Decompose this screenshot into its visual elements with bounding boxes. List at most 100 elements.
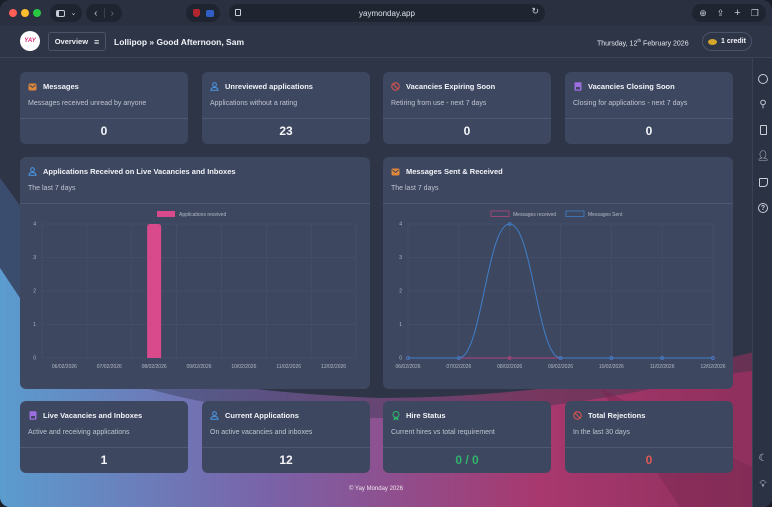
stat-card-current-applications[interactable]: Current Applications On active vacancies… bbox=[202, 401, 370, 473]
card-value: 12 bbox=[279, 453, 293, 467]
stat-card-vacancies-expiring-soon[interactable]: Vacancies Expiring Soon Retiring from us… bbox=[383, 72, 551, 144]
card-value: 0 bbox=[645, 453, 653, 467]
y-tick-label: 2 bbox=[33, 289, 36, 295]
x-tick-label: 10/02/2026 bbox=[599, 364, 624, 370]
card-value: 0 bbox=[645, 124, 653, 138]
address-bar[interactable]: yaymonday.app ↻ bbox=[229, 4, 545, 22]
y-tick-label: 4 bbox=[33, 222, 36, 228]
applications-bar-chart: 0 1 2 3 4 Applications received 06/02/2026 07/0… bbox=[33, 211, 357, 370]
x-tick-label: 08/02/2026 bbox=[142, 364, 167, 370]
y-tick-label: 4 bbox=[399, 222, 402, 228]
overview-label: Overview bbox=[54, 37, 89, 46]
stat-card-messages[interactable]: Messages Messages received unread by any… bbox=[20, 72, 188, 144]
card-title: Live Vacancies and Inboxes bbox=[43, 411, 143, 420]
card-subtitle: Closing for applications - next 7 days bbox=[573, 100, 688, 107]
data-point bbox=[609, 356, 614, 360]
card-subtitle: Retiring from use - next 7 days bbox=[391, 100, 487, 107]
vacancy-icon[interactable] bbox=[757, 124, 769, 136]
card-subtitle: On active vacancies and inboxes bbox=[210, 429, 313, 436]
account-icon[interactable] bbox=[757, 73, 769, 85]
legend-swatch bbox=[490, 210, 510, 217]
y-tick-label: 3 bbox=[33, 255, 36, 261]
chart-subtitle: The last 7 days bbox=[28, 185, 76, 192]
ban-icon bbox=[573, 411, 582, 420]
card-divider bbox=[202, 118, 370, 119]
card-subtitle: Current hires vs total requirement bbox=[391, 429, 495, 436]
card-title: Unreviewed applications bbox=[225, 82, 313, 91]
card-value: 1 bbox=[100, 453, 108, 467]
current-date: Thursday, 12th February 2026 bbox=[597, 38, 689, 48]
back-icon[interactable]: ‹ bbox=[94, 7, 98, 19]
data-point bbox=[507, 222, 512, 226]
app-header: YAY Overview ≡ Lollipop » Good Afternoon… bbox=[0, 26, 772, 58]
maximize-window-button[interactable] bbox=[33, 9, 41, 17]
lightbulb-icon[interactable]: 💡︎ bbox=[759, 478, 767, 490]
card-divider bbox=[565, 447, 733, 448]
tabs-overview-icon[interactable]: ❐ bbox=[750, 7, 759, 18]
x-tick-label: 09/02/2026 bbox=[186, 364, 211, 370]
stat-card-hire-status[interactable]: Hire Status Current hires vs total requi… bbox=[383, 401, 551, 473]
user-icon bbox=[28, 167, 37, 176]
data-point bbox=[558, 356, 563, 360]
overview-menu-button[interactable]: Overview ≡ bbox=[48, 32, 106, 51]
data-point bbox=[660, 356, 665, 360]
legend-swatch bbox=[565, 210, 585, 217]
card-value: 0 / 0 bbox=[455, 453, 479, 467]
messages-chart-card: Messages Sent & Received The last 7 days… bbox=[383, 157, 733, 389]
card-title: Total Rejections bbox=[588, 411, 646, 420]
help-icon[interactable]: ? bbox=[757, 202, 769, 214]
card-divider bbox=[383, 447, 551, 448]
card-subtitle: Messages received unread by anyone bbox=[28, 100, 147, 107]
reload-icon[interactable]: ↻ bbox=[531, 6, 539, 16]
badge-icon bbox=[28, 411, 37, 420]
candidate-icon[interactable]: 👤︎ bbox=[756, 150, 770, 162]
legend-label: Applications received bbox=[179, 212, 226, 218]
stat-card-total-rejections[interactable]: Total Rejections In the last 30 days 0 bbox=[565, 401, 733, 473]
y-tick-label: 0 bbox=[33, 356, 36, 362]
data-point bbox=[711, 356, 715, 360]
footer-copyright: © Yay Monday 2026 bbox=[349, 486, 403, 492]
card-divider bbox=[20, 118, 188, 119]
close-window-button[interactable] bbox=[9, 9, 17, 17]
stat-card-unreviewed-applications[interactable]: Unreviewed applications Applications wit… bbox=[202, 72, 370, 144]
translate-extension-icon[interactable] bbox=[205, 9, 214, 17]
badge-icon bbox=[573, 82, 582, 91]
credits-button[interactable]: 1 credit bbox=[702, 32, 752, 51]
x-tick-label: 07/02/2026 bbox=[97, 364, 122, 370]
sidebar-toggle-button[interactable]: ⌄ bbox=[50, 4, 82, 22]
minimize-window-button[interactable] bbox=[21, 9, 29, 17]
url-text: yaymonday.app bbox=[359, 8, 415, 18]
legend-label: Messages received bbox=[513, 212, 556, 218]
shield-extension-icon[interactable] bbox=[192, 9, 200, 17]
card-subtitle: Applications without a rating bbox=[210, 100, 298, 107]
stat-card-live-vacancies-and-inboxes[interactable]: Live Vacancies and Inboxes Active and re… bbox=[20, 401, 188, 473]
data-point bbox=[507, 356, 512, 360]
download-icon[interactable]: ⊕ bbox=[699, 7, 707, 18]
dark-mode-icon[interactable]: ☾ bbox=[758, 452, 768, 464]
chevron-down-icon: ⌄ bbox=[70, 10, 77, 17]
chart-title: Applications Received on Live Vacancies … bbox=[43, 167, 236, 176]
extensions bbox=[186, 4, 220, 22]
card-value: 0 bbox=[100, 124, 108, 138]
search-icon[interactable]: ⚲ bbox=[759, 98, 767, 110]
browser-actions: ⊕ ⇪ + ❐ bbox=[692, 4, 766, 22]
share-icon[interactable]: ⇪ bbox=[716, 7, 725, 18]
card-divider bbox=[565, 118, 733, 119]
logo[interactable]: YAY bbox=[20, 31, 40, 51]
ban-icon bbox=[391, 82, 400, 91]
bar bbox=[147, 224, 162, 358]
new-tab-icon[interactable]: + bbox=[734, 7, 741, 19]
card-title: Vacancies Closing Soon bbox=[588, 82, 675, 91]
notes-icon[interactable] bbox=[757, 176, 769, 188]
page-icon bbox=[235, 9, 241, 16]
x-tick-label: 09/02/2026 bbox=[548, 364, 573, 370]
y-tick-label: 1 bbox=[33, 322, 36, 328]
data-point bbox=[456, 356, 461, 360]
right-sidebar: ⚲ 👤︎ ? ☾ 💡︎ bbox=[752, 58, 772, 507]
credit-label: 1 credit bbox=[721, 38, 746, 45]
forward-icon[interactable]: › bbox=[110, 7, 114, 19]
award-icon bbox=[391, 410, 400, 420]
stat-card-vacancies-closing-soon[interactable]: Vacancies Closing Soon Closing for appli… bbox=[565, 72, 733, 144]
card-value: 0 bbox=[463, 124, 471, 138]
